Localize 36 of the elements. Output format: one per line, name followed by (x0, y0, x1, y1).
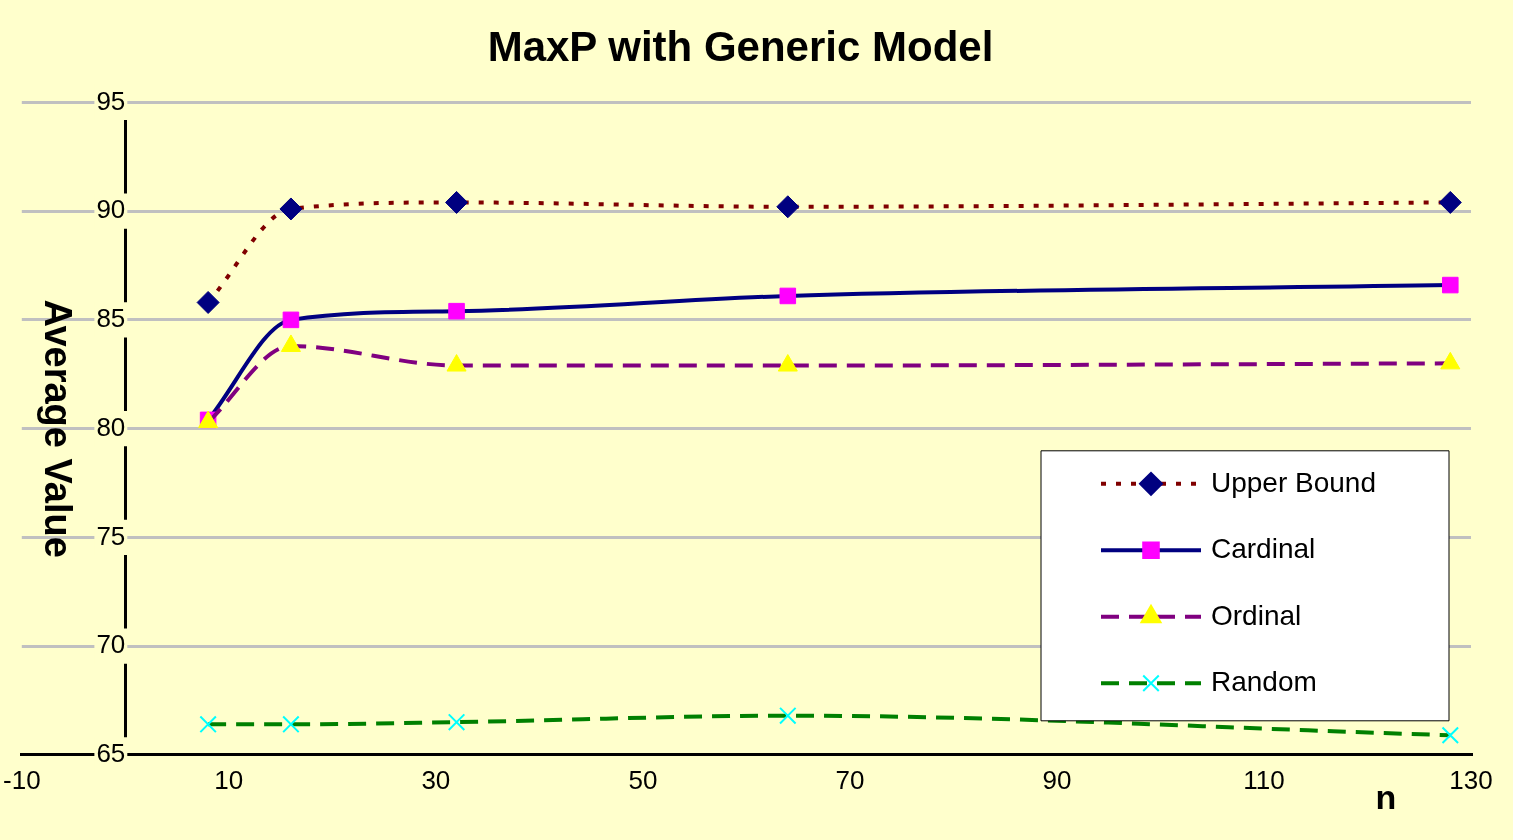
x-tick-label: 10 (214, 764, 244, 795)
point (282, 311, 300, 329)
x-tick-label: 130 (1449, 764, 1493, 795)
x-tick-label: 70 (835, 764, 865, 795)
point (779, 287, 797, 305)
point (1438, 190, 1462, 214)
point (779, 706, 797, 725)
point (282, 715, 300, 734)
x-tick-label: -10 (3, 764, 41, 795)
x-tick-label: 50 (628, 764, 658, 795)
legend-label: Upper Bound (1211, 466, 1377, 498)
point (1442, 276, 1459, 294)
legend-label: Ordinal (1211, 599, 1302, 631)
y-tick-label: 80 (96, 411, 126, 442)
x-axis-title: n (1375, 778, 1397, 817)
y-tick-label: 90 (96, 194, 126, 225)
y-tick-label: 75 (96, 520, 126, 551)
x-tick-label: 90 (1042, 764, 1072, 795)
y-axis-title: Average Value (37, 299, 80, 558)
point (776, 195, 800, 219)
chart-title: MaxP with Generic Model (487, 22, 994, 70)
y-tick-label: 95 (96, 85, 126, 116)
point (196, 290, 220, 314)
point (199, 715, 217, 734)
point (445, 190, 469, 214)
point (1441, 726, 1460, 745)
point (447, 713, 466, 731)
legend-label: Random (1211, 666, 1317, 698)
y-tick-label: 85 (96, 303, 126, 334)
point (279, 197, 303, 221)
point (448, 302, 465, 320)
x-tick-label: 110 (1243, 764, 1285, 795)
y-tick-label: 65 (96, 737, 126, 768)
x-tick-label: 30 (421, 764, 451, 795)
legend-label: Cardinal (1211, 533, 1316, 565)
y-tick-label: 70 (96, 629, 126, 660)
